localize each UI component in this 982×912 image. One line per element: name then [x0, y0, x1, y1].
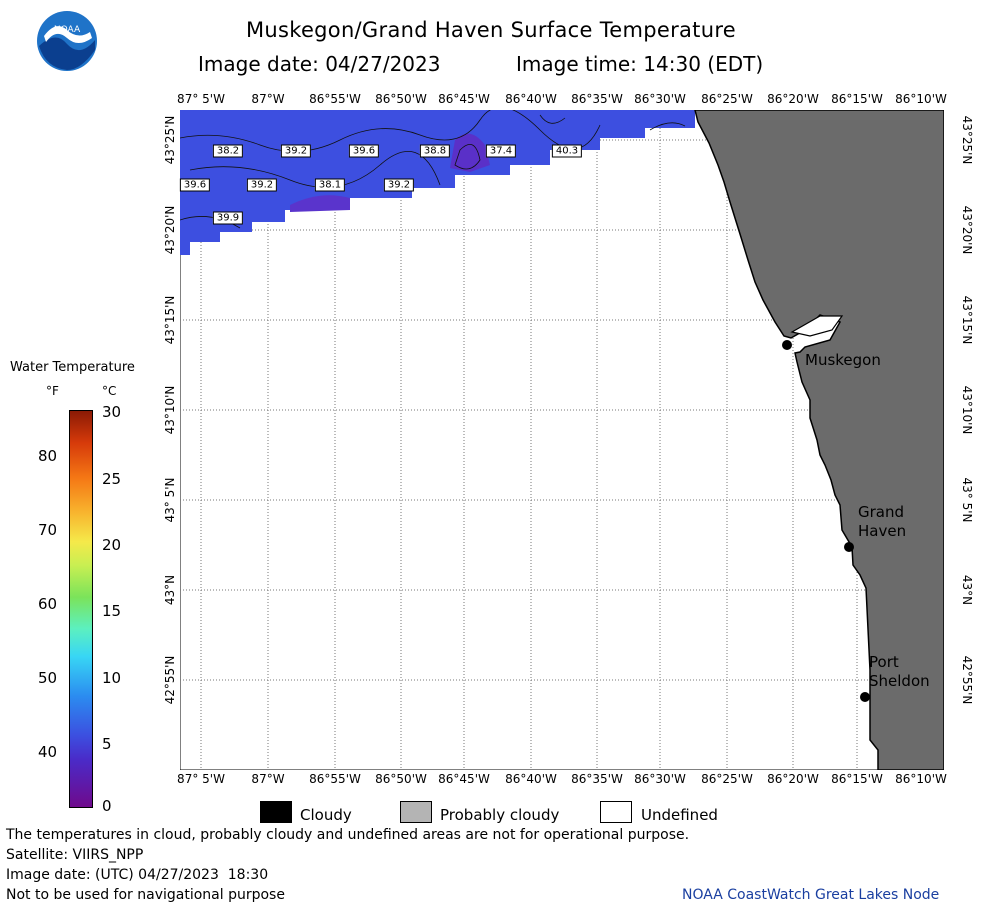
lat-tick-right: 42°55'N [960, 656, 974, 705]
lon-tick-bottom: 86°15'W [831, 772, 883, 786]
cold-pocket [450, 133, 490, 172]
nav-warning: Not to be used for navigational purpose [6, 887, 285, 903]
muskegon-lake [790, 315, 844, 337]
cold-pocket [290, 195, 350, 212]
lat-tick-left: 43°20'N [163, 206, 177, 255]
colorbar-c-tick: 10 [102, 669, 122, 687]
lat-tick-left: 43° 5'N [163, 478, 177, 523]
colorbar-c-tick: 5 [102, 735, 112, 753]
lon-tick-bottom: 86°10'W [895, 772, 947, 786]
lon-tick-bottom: 86°55'W [309, 772, 361, 786]
lon-tick-bottom: 86°25'W [701, 772, 753, 786]
lon-tick-bottom: 87°W [251, 772, 285, 786]
lon-tick-top: 86°55'W [309, 92, 361, 106]
colorbar-f-tick: 80 [38, 447, 58, 465]
lat-tick-left: 43°15'N [163, 296, 177, 345]
lon-tick-top: 86°50'W [375, 92, 427, 106]
colorbar-f-tick: 60 [38, 595, 58, 613]
lat-tick-right: 43°N [960, 575, 974, 605]
legend-c-unit: °C [102, 384, 117, 398]
grand-haven-marker [844, 542, 854, 552]
lat-axis-left: 43°25'N 43°20'N 43°15'N 43°10'N 43° 5'N … [148, 110, 178, 770]
disclaimer: The temperatures in cloud, probably clou… [6, 827, 690, 843]
noaa-logo-icon: NOAA [36, 10, 98, 72]
temp-label: 40.3 [551, 144, 583, 158]
utc-date: Image date: (UTC) 04/27/2023 18:30 [6, 867, 269, 883]
temperature-map: 38.2 39.2 39.6 38.8 37.4 40.3 39.6 39.2 … [179, 110, 944, 770]
land-region [694, 110, 944, 770]
temp-label: 38.2 [212, 144, 244, 158]
cloudy-label: Cloudy [300, 806, 352, 824]
lat-tick-left: 43°25'N [163, 116, 177, 165]
colorbar-c-tick: 15 [102, 602, 122, 620]
legend-f-unit: °F [46, 384, 59, 398]
lon-tick-bottom: 86°30'W [634, 772, 686, 786]
lat-tick-left: 42°55'N [163, 656, 177, 705]
colorbar-f-tick: 50 [38, 669, 58, 687]
lat-tick-left: 43°10'N [163, 386, 177, 435]
temp-label: 38.8 [419, 144, 451, 158]
temp-label: 39.6 [348, 144, 380, 158]
image-time: Image time: 14:30 (EDT) [516, 52, 764, 76]
lon-tick-top: 87°W [251, 92, 285, 106]
lat-tick-right: 43°15'N [960, 296, 974, 345]
lat-tick-right: 43°20'N [960, 206, 974, 255]
colorbar-f-tick: 70 [38, 521, 58, 539]
legend-title: Water Temperature [10, 360, 135, 375]
map-title: Muskegon/Grand Haven Surface Temperature [245, 18, 737, 42]
probably-cloudy-swatch [400, 801, 432, 823]
lat-tick-left: 43°N [163, 575, 177, 605]
lon-tick-top: 86°30'W [634, 92, 686, 106]
lon-tick-top: 86°40'W [505, 92, 557, 106]
temp-label: 38.1 [314, 178, 346, 192]
svg-text:NOAA: NOAA [54, 25, 81, 35]
temp-label: 39.2 [280, 144, 312, 158]
colorbar-c-tick: 30 [102, 403, 122, 421]
temp-label: 37.4 [485, 144, 517, 158]
lon-tick-top: 87° 5'W [177, 92, 225, 106]
lon-tick-top: 86°20'W [767, 92, 819, 106]
lon-tick-top: 86°25'W [701, 92, 753, 106]
lon-tick-bottom: 86°40'W [505, 772, 557, 786]
lon-tick-bottom: 86°50'W [375, 772, 427, 786]
color-bar [69, 410, 93, 808]
port-sheldon-marker [860, 692, 870, 702]
lon-tick-bottom: 87° 5'W [177, 772, 225, 786]
undefined-label: Undefined [641, 806, 718, 824]
lat-tick-right: 43°10'N [960, 386, 974, 435]
colorbar-f-tick: 40 [38, 743, 58, 761]
lat-tick-right: 43° 5'N [960, 478, 974, 523]
colorbar-c-tick: 25 [102, 470, 122, 488]
image-date: Image date: 04/27/2023 [198, 52, 441, 76]
lon-tick-bottom: 86°35'W [571, 772, 623, 786]
undefined-swatch [600, 801, 632, 823]
lon-tick-top: 86°35'W [571, 92, 623, 106]
lat-tick-right: 43°25'N [960, 116, 974, 165]
city-grand-haven: Grand Haven [858, 503, 907, 540]
colorbar-c-tick: 20 [102, 536, 122, 554]
muskegon-marker [782, 340, 792, 350]
city-muskegon: Muskegon [805, 351, 881, 369]
lat-axis-right: 43°25'N 43°20'N 43°15'N 43°10'N 43° 5'N … [946, 110, 976, 770]
lon-tick-top: 86°10'W [895, 92, 947, 106]
city-port-sheldon: Port Sheldon [869, 653, 930, 690]
lon-tick-top: 86°45'W [438, 92, 490, 106]
lon-tick-bottom: 86°45'W [438, 772, 490, 786]
temp-label: 39.2 [246, 178, 278, 192]
satellite-info: Satellite: VIIRS_NPP [6, 847, 144, 863]
credit: NOAA CoastWatch Great Lakes Node [682, 887, 940, 903]
lon-tick-top: 86°15'W [831, 92, 883, 106]
probably-cloudy-label: Probably cloudy [440, 806, 560, 824]
colorbar-c-tick: 0 [102, 797, 112, 815]
temp-label: 39.9 [212, 211, 244, 225]
lon-tick-bottom: 86°20'W [767, 772, 819, 786]
temp-label: 39.2 [383, 178, 415, 192]
temp-label: 39.6 [179, 178, 211, 192]
cloudy-swatch [260, 801, 292, 823]
